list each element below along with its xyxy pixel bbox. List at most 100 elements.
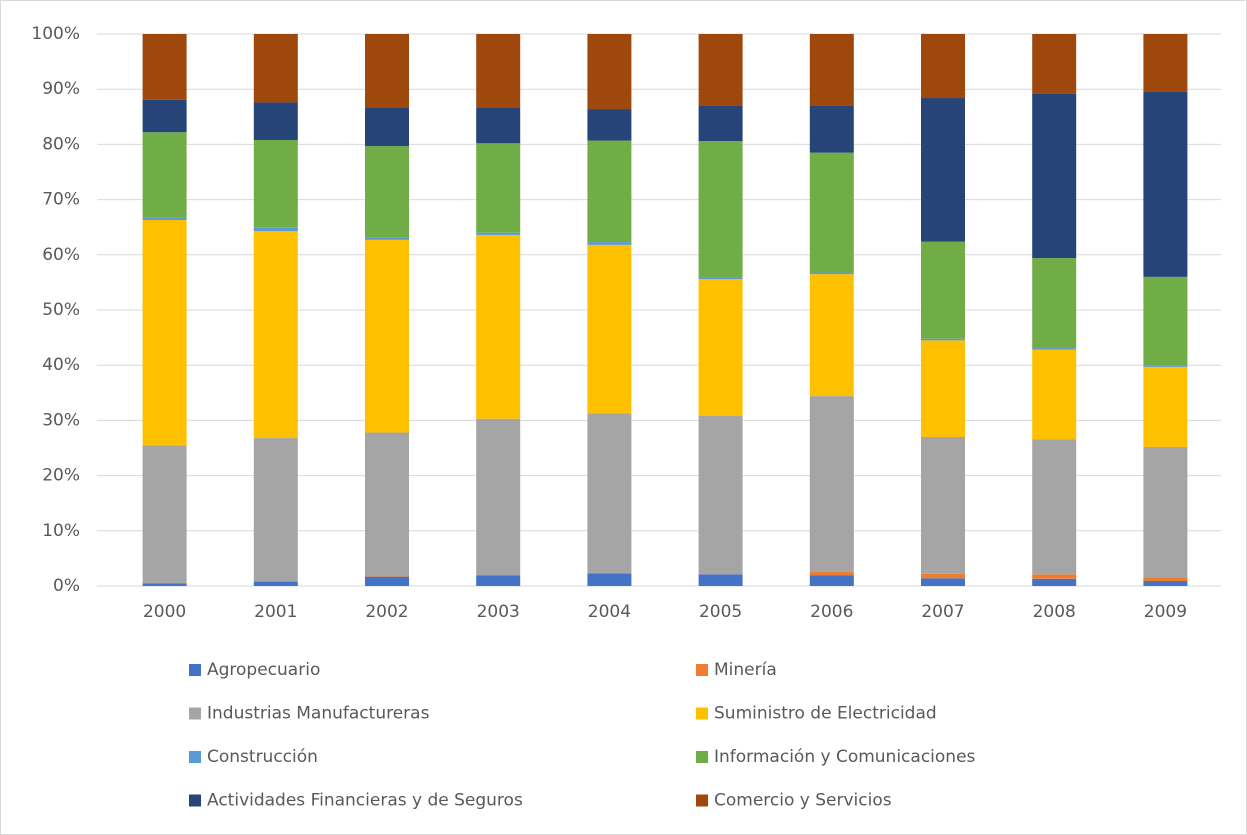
legend-label: Comercio y Servicios — [714, 791, 892, 811]
x-tick-label: 2007 — [921, 602, 964, 622]
y-tick-label: 0% — [53, 576, 80, 596]
bar-segment — [142, 217, 187, 221]
y-tick-label: 30% — [42, 410, 80, 430]
bar-segment — [365, 146, 409, 238]
bar-segment — [698, 277, 743, 280]
bar-segment — [253, 438, 298, 582]
y-tick-label: 10% — [42, 521, 80, 541]
bar-segment — [809, 575, 854, 586]
bar-segment — [476, 234, 521, 419]
bar-segment — [921, 241, 965, 339]
bar-segment — [142, 583, 187, 586]
legend-label: Actividades Financieras y de Seguros — [207, 791, 523, 811]
x-tick-label: 2000 — [143, 602, 186, 622]
bar-segment — [698, 105, 743, 142]
y-tick-label: 20% — [42, 466, 80, 486]
bar-segment — [921, 578, 965, 586]
y-tick-label: 80% — [42, 134, 80, 154]
legend-swatch — [189, 794, 201, 807]
legend-swatch — [189, 707, 201, 720]
bar-segment — [365, 34, 409, 108]
bar-segment — [365, 237, 409, 240]
bar-segment — [1143, 276, 1188, 366]
legend-swatch — [696, 664, 708, 676]
bar-segment — [142, 34, 187, 100]
bar-segment — [1032, 574, 1077, 579]
bar-segment — [1143, 581, 1188, 586]
y-tick-label: 90% — [42, 79, 80, 99]
bar-segment — [365, 432, 409, 577]
bar-segment — [698, 574, 743, 586]
y-tick-label: 40% — [42, 355, 80, 375]
legend-label: Suministro de Electricidad — [714, 704, 937, 724]
legend-label: Minería — [714, 660, 777, 680]
bar-segment — [253, 227, 298, 232]
y-tick-label: 50% — [42, 300, 80, 320]
x-tick-label: 2005 — [699, 602, 742, 622]
bar-segment — [587, 244, 632, 414]
bar-segment — [1143, 365, 1188, 367]
bar-segment — [1032, 258, 1077, 349]
bar-segment — [476, 143, 521, 233]
x-tick-label: 2004 — [588, 602, 631, 622]
bar-segment — [1032, 93, 1077, 259]
bar-segment — [809, 152, 854, 273]
bar-segment — [1143, 34, 1188, 92]
x-tick-label: 2001 — [254, 602, 297, 622]
bar-segment — [1032, 34, 1077, 94]
bar-segment — [921, 340, 965, 437]
bar-segment — [809, 105, 854, 153]
bar-segment — [476, 575, 521, 586]
bar-segment — [921, 436, 965, 574]
bar-segment — [698, 279, 743, 416]
bar-segment — [253, 34, 298, 103]
bar-segment — [809, 34, 854, 106]
bar-segment — [809, 272, 854, 275]
bar-segment — [698, 415, 743, 575]
bar-segment — [809, 274, 854, 397]
bar-segment — [587, 573, 632, 586]
legend-label: Industrias Manufactureras — [207, 704, 430, 724]
bar-segment — [365, 576, 409, 577]
bar-segment — [142, 445, 187, 584]
bar-segment — [1032, 349, 1077, 440]
bar-segment — [809, 571, 854, 576]
y-tick-label: 70% — [42, 190, 80, 210]
bar-segment — [476, 232, 521, 235]
bar-segment — [1032, 439, 1077, 575]
legend-swatch — [189, 664, 201, 676]
bar-segment — [587, 242, 632, 245]
bar-segment — [142, 99, 187, 133]
bar-segment — [921, 338, 965, 341]
x-tick-label: 2006 — [810, 602, 853, 622]
bar-segment — [476, 107, 521, 144]
bar-segment — [587, 140, 632, 243]
bar-segment — [253, 581, 298, 586]
legend-swatch — [696, 707, 708, 720]
bar-segment — [253, 231, 298, 439]
bar-segment — [698, 141, 743, 278]
bar-segment — [921, 98, 965, 242]
bar-segment — [921, 573, 965, 579]
bar-segment — [476, 34, 521, 108]
bar-segment — [698, 34, 743, 106]
legend-label: Información y Comunicaciones — [714, 747, 976, 767]
bar-segment — [809, 396, 854, 572]
bar-segment — [1143, 577, 1188, 582]
bar-segment — [365, 239, 409, 433]
bar-segment — [1032, 348, 1077, 350]
legend-swatch — [696, 751, 708, 763]
bar-segment — [1143, 366, 1188, 447]
bar-segment — [1032, 578, 1077, 586]
legend-swatch — [189, 751, 201, 763]
legend-label: Agropecuario — [207, 660, 320, 680]
bar-segment — [476, 418, 521, 576]
bar-segment — [1143, 91, 1188, 277]
legend-label: Construcción — [207, 747, 318, 767]
y-tick-label: 60% — [42, 245, 80, 265]
bar-segment — [587, 109, 632, 141]
bar-segment — [142, 220, 187, 446]
bar-segment — [253, 139, 298, 228]
bar-segment — [253, 102, 298, 140]
bar-segment — [365, 576, 409, 586]
